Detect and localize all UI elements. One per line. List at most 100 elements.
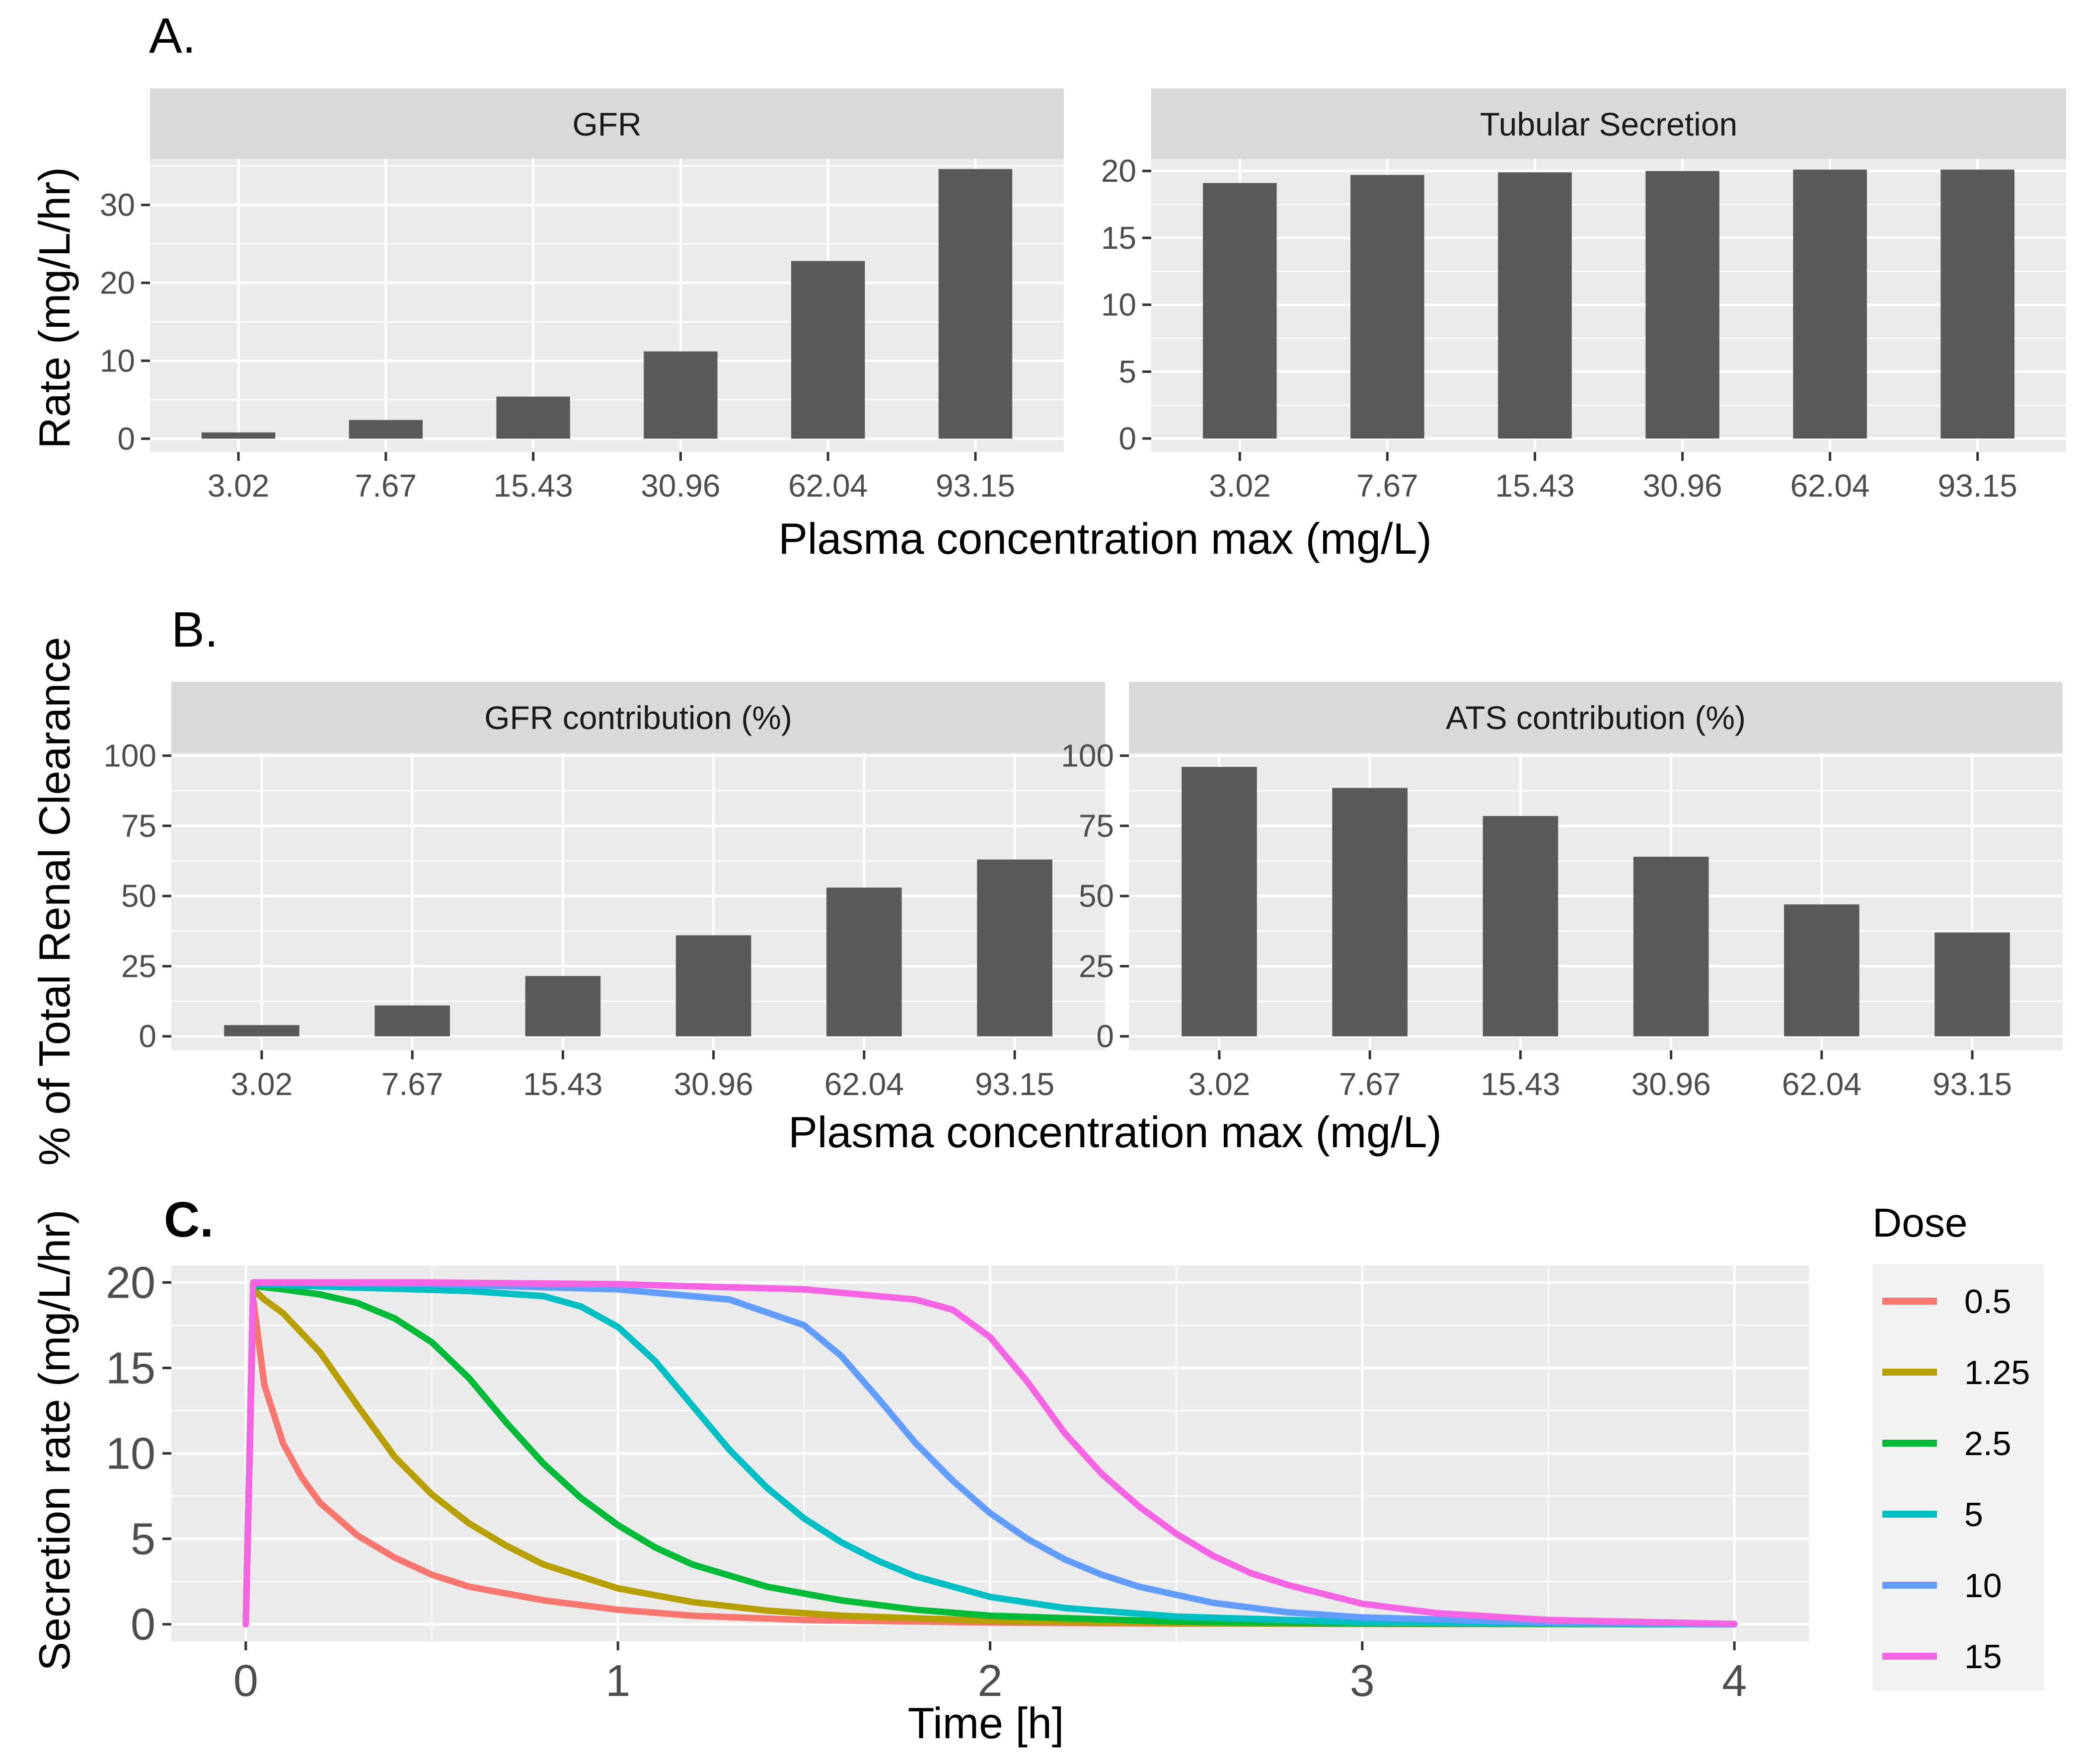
x-tick-label: 7.67 xyxy=(1356,468,1418,504)
y-tick-label: 100 xyxy=(103,738,156,774)
legend-title: Dose xyxy=(1872,1200,1967,1246)
bar-gfr-contribution-93-15 xyxy=(977,859,1052,1036)
legend-label-dose-5: 5 xyxy=(1964,1496,1983,1534)
y-tick-label: 25 xyxy=(1079,948,1114,984)
x-tick-label: 3.02 xyxy=(208,468,270,504)
facet-strip-tubular-secretion xyxy=(1151,88,2066,159)
bar-tubular-secretion-15-43 xyxy=(1498,172,1572,439)
y-tick-label: 0 xyxy=(139,1019,156,1054)
x-tick-label: 15.43 xyxy=(1481,1066,1560,1102)
series-line-dose-10 xyxy=(242,1279,1738,1628)
bar-gfr-7-67 xyxy=(349,420,423,439)
x-axis-title-c: Time [h] xyxy=(908,1698,1064,1748)
series-line-dose-2-5 xyxy=(242,1282,1738,1628)
bar-tubular-secretion-30-96 xyxy=(1645,171,1719,439)
bar-gfr-15-43 xyxy=(496,396,570,439)
x-tick-label: 62.04 xyxy=(1790,468,1870,504)
x-tick-label: 7.67 xyxy=(381,1066,444,1102)
x-tick-label: 93.15 xyxy=(1938,468,2017,504)
legend-label-dose-1-25: 1.25 xyxy=(1964,1354,2030,1392)
x-tick-label: 62.04 xyxy=(788,468,868,504)
x-tick-label: 93.15 xyxy=(975,1066,1054,1102)
y-tick-label: 15 xyxy=(106,1343,155,1393)
bar-ats-contribution-15-43 xyxy=(1483,816,1559,1036)
x-tick-label: 3.02 xyxy=(231,1066,293,1102)
x-tick-label: 30.96 xyxy=(1642,468,1722,504)
y-tick-label: 30 xyxy=(100,187,135,223)
y-tick-label: 25 xyxy=(121,948,156,984)
y-tick-label: 0 xyxy=(1118,421,1136,456)
x-tick-label: 3.02 xyxy=(1189,1066,1251,1102)
bar-gfr-contribution-30-96 xyxy=(675,935,751,1036)
y-tick-label: 75 xyxy=(121,808,156,844)
x-tick-label: 1 xyxy=(605,1656,630,1706)
y-tick-label: 20 xyxy=(106,1258,155,1308)
y-tick-label: 0 xyxy=(1096,1019,1114,1054)
facet-title-gfr: GFR xyxy=(572,106,641,143)
panel-label-a: A. xyxy=(149,8,196,64)
y-tick-label: 75 xyxy=(1079,808,1114,844)
series-line-dose-5 xyxy=(242,1281,1738,1628)
bar-gfr-30-96 xyxy=(644,351,718,439)
bar-ats-contribution-62-04 xyxy=(1784,904,1859,1036)
panel-label-b: B. xyxy=(171,602,218,658)
bar-gfr-contribution-62-04 xyxy=(826,887,902,1036)
bar-ats-contribution-93-15 xyxy=(1934,932,2010,1036)
plot-area-ats-contribution xyxy=(1129,753,2063,1050)
bar-gfr-contribution-3-02 xyxy=(224,1025,299,1036)
x-tick-label: 15.43 xyxy=(1495,468,1574,504)
x-axis-title-b: Plasma concentration max (mg/L) xyxy=(788,1107,1442,1157)
x-tick-label: 62.04 xyxy=(824,1066,904,1102)
x-axis-title-a: Plasma concentration max (mg/L) xyxy=(778,514,1432,563)
x-tick-label: 30.96 xyxy=(1632,1066,1711,1102)
facet-gfr: GFR 0 10 20 30 3.02 7.67 15.43 30.96 62.04 93.15 xyxy=(100,88,1064,504)
panel-label-c: C. xyxy=(164,1192,214,1248)
y-tick-label: 10 xyxy=(1101,287,1136,323)
legend-label-dose-2-5: 2.5 xyxy=(1964,1425,2011,1463)
legend-items: 0.5 1.25 2.5 5 10 15 xyxy=(1882,1283,2030,1676)
bar-gfr-3-02 xyxy=(201,432,276,439)
bar-tubular-secretion-93-15 xyxy=(1940,169,2015,439)
y-tick-label: 20 xyxy=(1101,153,1136,189)
series-line-dose-15 xyxy=(242,1279,1738,1628)
x-tick-label: 30.96 xyxy=(641,468,720,504)
facet-strip-gfr xyxy=(150,88,1064,159)
x-tick-label: 15.43 xyxy=(494,468,573,504)
bar-gfr-contribution-15-43 xyxy=(525,976,601,1036)
bar-tubular-secretion-3-02 xyxy=(1202,183,1277,439)
x-tick-label: 62.04 xyxy=(1782,1066,1861,1102)
x-tick-label: 93.15 xyxy=(1932,1066,2012,1102)
x-tick-label: 0 xyxy=(233,1656,258,1706)
x-tick-label: 7.67 xyxy=(1339,1066,1401,1102)
y-tick-label: 15 xyxy=(1101,220,1136,256)
y-tick-label: 5 xyxy=(131,1515,155,1564)
y-tick-label: 100 xyxy=(1061,738,1114,774)
y-axis-title-c: Secretion rate (mg/L/hr) xyxy=(30,1209,79,1671)
x-tick-label: 15.43 xyxy=(523,1066,602,1102)
x-tick-label: 2 xyxy=(977,1656,1002,1706)
facet-tubular-secretion: Tubular Secretion 0 5 10 15 20 3.02 7.67 15.43 3… xyxy=(1101,88,2066,504)
x-tick-label: 3 xyxy=(1350,1656,1375,1706)
x-tick-label: 4 xyxy=(1722,1656,1747,1706)
bar-gfr-62-04 xyxy=(791,261,865,439)
legend-key-background xyxy=(1872,1264,2044,1691)
bar-tubular-secretion-7-67 xyxy=(1350,175,1424,439)
facet-title-tubular-secretion: Tubular Secretion xyxy=(1480,106,1738,143)
facet-ats-contribution: ATS contribution (%) 0 25 50 75 100 3.02 7.67 1… xyxy=(1061,682,2063,1102)
bar-ats-contribution-7-67 xyxy=(1332,788,1408,1036)
facet-title-ats-contribution: ATS contribution (%) xyxy=(1446,699,1746,736)
bar-gfr-93-15 xyxy=(938,169,1013,439)
y-axis-title-a: Rate (mg/L/hr) xyxy=(30,167,79,448)
y-tick-label: 0 xyxy=(117,421,135,456)
dose-line-chart: 0 5 10 15 20 0 1 2 3 4 xyxy=(106,1258,1809,1706)
facet-strip-gfr-contribution xyxy=(171,682,1105,753)
bar-gfr-contribution-7-67 xyxy=(374,1005,450,1036)
legend-label-dose-10: 10 xyxy=(1964,1567,2002,1605)
x-tick-label: 93.15 xyxy=(936,468,1015,504)
bar-tubular-secretion-62-04 xyxy=(1793,169,1867,439)
legend-label-dose-15: 15 xyxy=(1964,1638,2002,1676)
plot-area-gfr-contribution xyxy=(171,753,1105,1050)
bar-ats-contribution-30-96 xyxy=(1633,857,1709,1036)
y-tick-label: 20 xyxy=(100,265,135,300)
